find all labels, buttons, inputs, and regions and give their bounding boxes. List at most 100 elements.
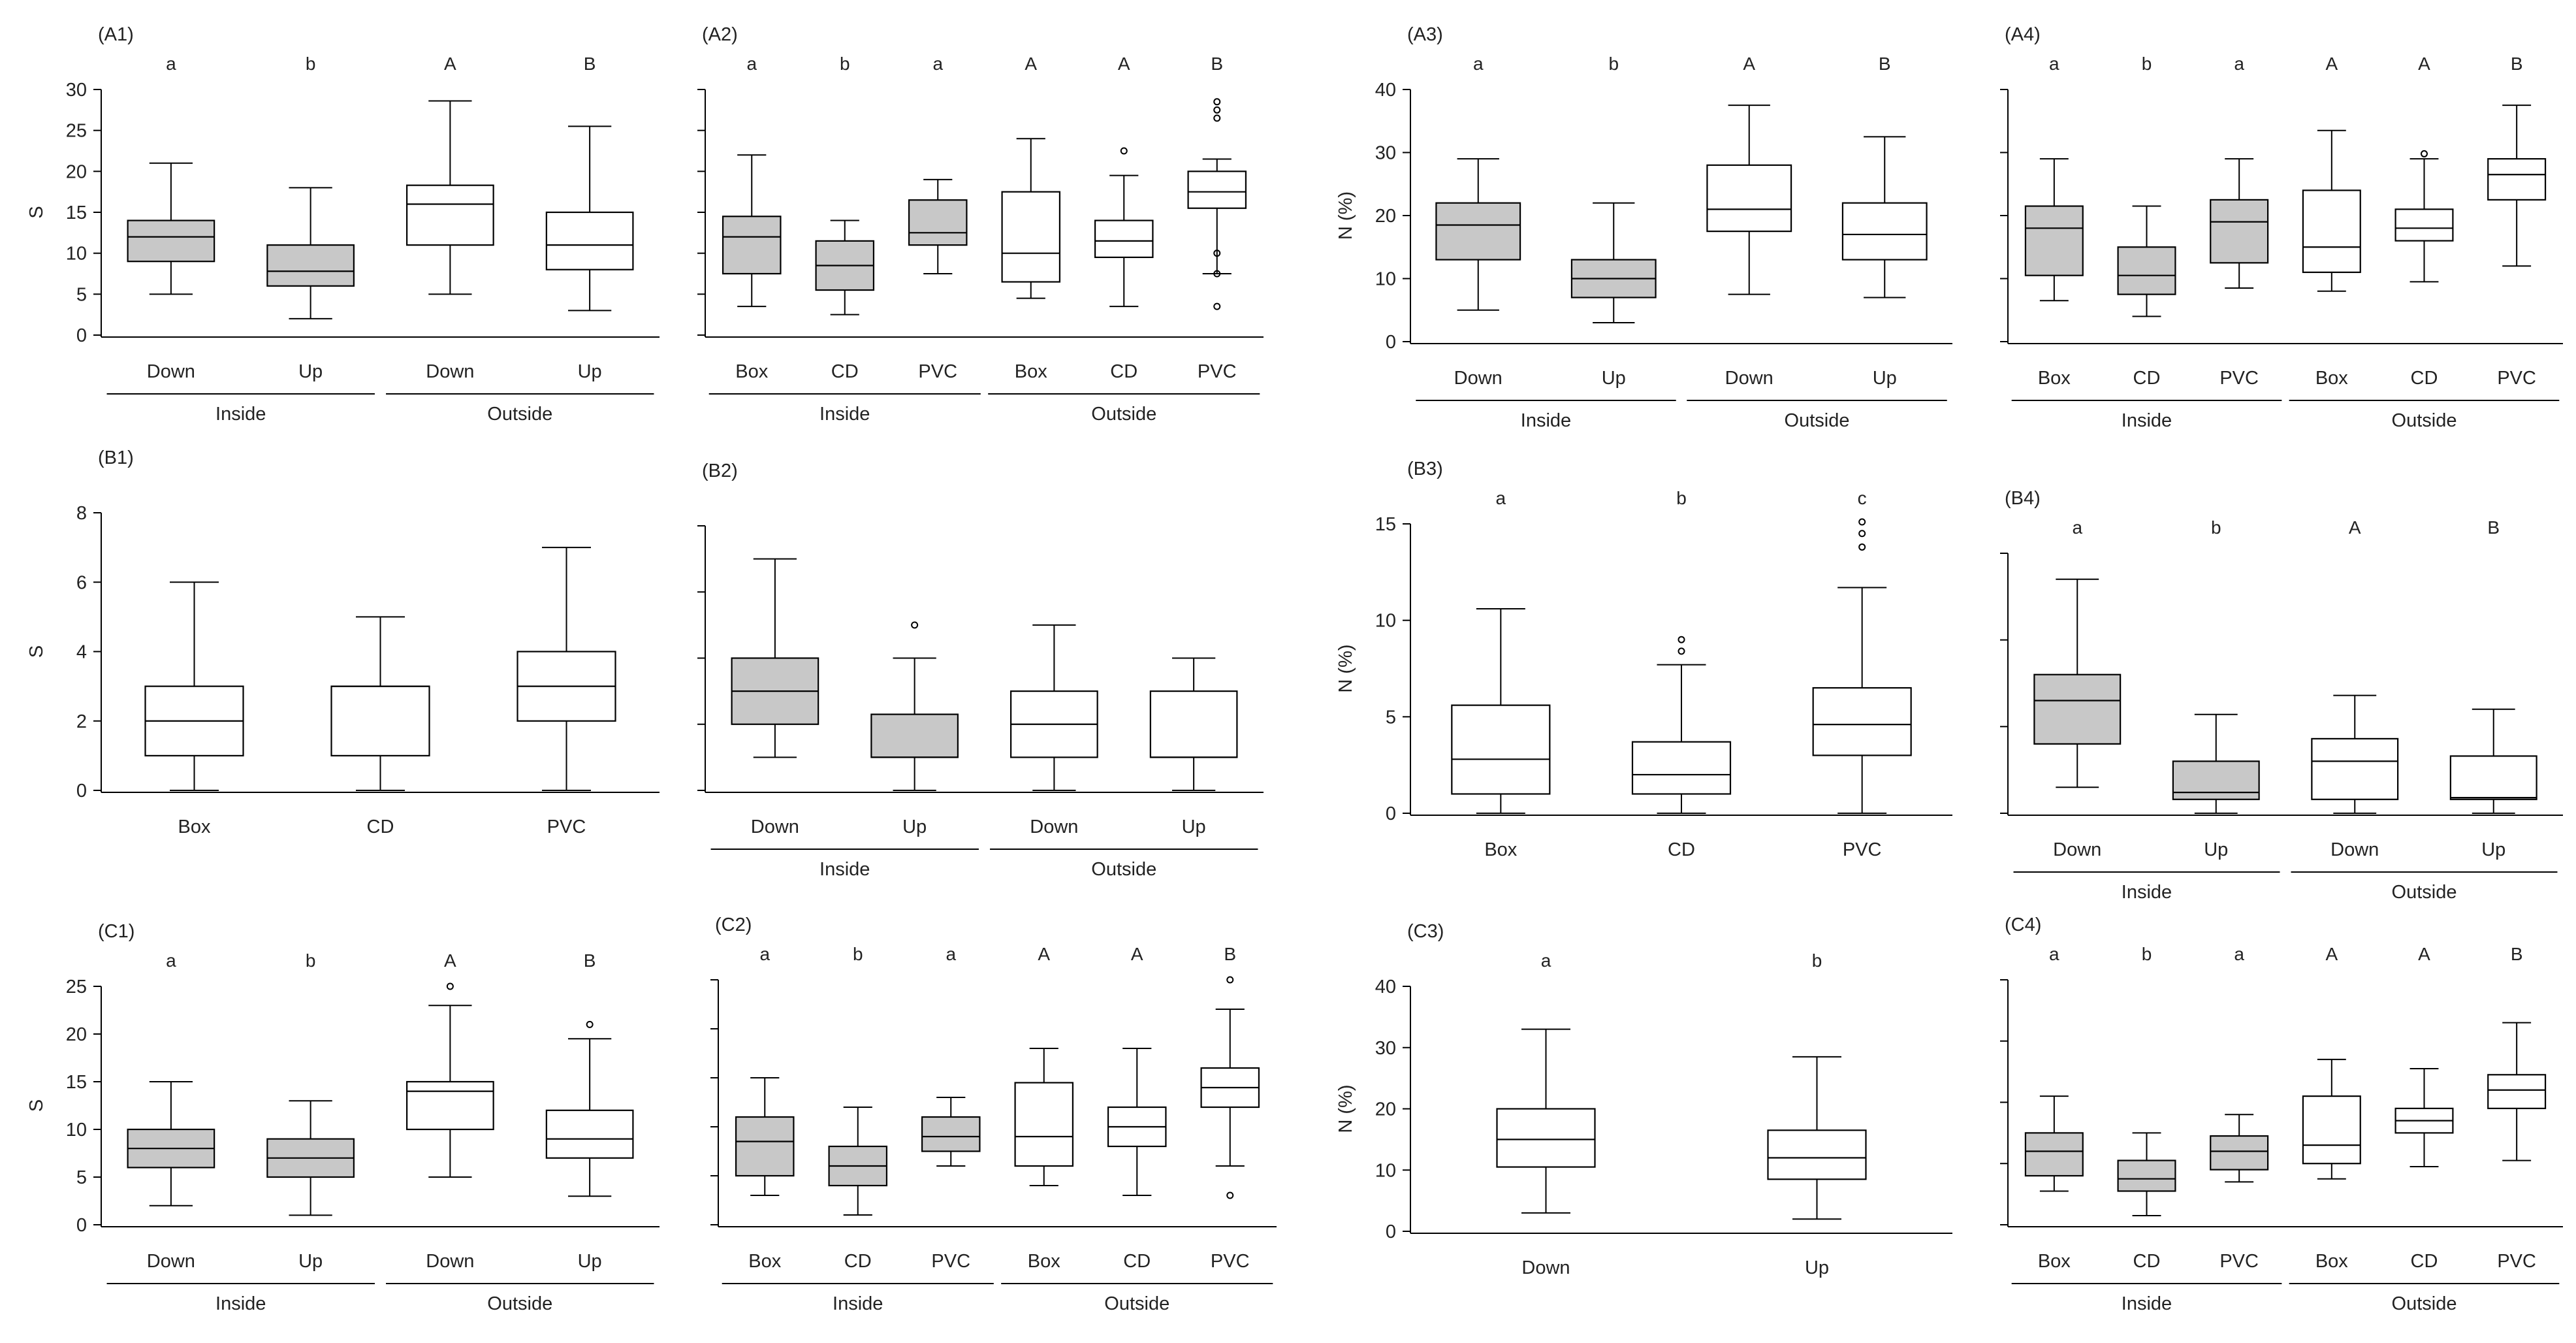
box-iqr (2172, 760, 2260, 800)
x-category-label: PVC (2219, 368, 2259, 389)
group-label: Inside (2122, 1293, 2172, 1314)
x-category-label: CD (367, 817, 394, 837)
box-1 (266, 1100, 355, 1216)
significance-letter: a (2049, 944, 2059, 964)
y-tick-label: 25 (66, 121, 87, 142)
significance-letter: B (584, 950, 596, 971)
box-iqr (2117, 1159, 2176, 1192)
box-0 (2024, 1095, 2084, 1192)
box-iqr (2302, 189, 2361, 273)
box-4 (2394, 150, 2454, 283)
group-label: Outside (487, 404, 552, 425)
x-category-label: PVC (931, 1251, 970, 1272)
box-iqr (2394, 208, 2454, 242)
y-tick-label: 20 (1375, 206, 1396, 227)
y-tick-label: 5 (1386, 707, 1396, 728)
panel-b3: (B3) 0 5 10 15 N (%) a Box b CD c PVC (1335, 459, 1952, 860)
significance-letter: A (1743, 54, 1755, 74)
significance-letter: A (2418, 54, 2430, 74)
box-4 (1107, 1048, 1167, 1196)
box-3 (2302, 129, 2361, 292)
y-tick-label: 0 (1386, 332, 1396, 353)
x-category-label: PVC (547, 817, 586, 837)
panel-label: (A1) (98, 24, 134, 45)
panel-a1: (A1) 0 5 10 15 20 25 30 Sa Down b Up A Down B Up Inside O… (26, 24, 660, 425)
panel-label: (B1) (98, 447, 134, 468)
box-5 (1187, 98, 1247, 310)
group-label: Outside (1104, 1293, 1169, 1314)
box-0 (2024, 158, 2084, 302)
y-tick-label: 0 (1386, 1222, 1396, 1242)
group-label: Outside (487, 1293, 552, 1314)
box-1 (2117, 205, 2176, 317)
panel-b4: (B4) a Down b Up A Down B Up Inside Outside (2000, 488, 2563, 903)
outlier-point (1858, 530, 1866, 538)
box-iqr (2210, 1135, 2269, 1171)
box-0 (1451, 607, 1551, 814)
significance-letter: a (746, 54, 757, 74)
x-category-label: CD (2411, 1251, 2438, 1272)
significance-letter: b (306, 54, 316, 74)
box-5 (2487, 105, 2547, 267)
y-tick-label: 30 (66, 80, 87, 101)
x-category-label: Up (298, 1251, 323, 1272)
x-category-label: Up (1182, 817, 1206, 837)
significance-letter: A (2325, 54, 2338, 74)
x-category-label: PVC (2219, 1251, 2259, 1272)
box-2 (517, 547, 616, 791)
panel-c1: (C1) 0 5 10 15 20 25 Sa Down b Up A Down B Up Inside Out… (26, 921, 660, 1314)
y-tick-label: 40 (1375, 80, 1396, 101)
box-3 (545, 1020, 634, 1197)
y-tick-label: 0 (1386, 803, 1396, 824)
x-category-label: Down (1030, 817, 1078, 837)
outlier-point (586, 1020, 594, 1028)
outlier-point (1226, 1191, 1234, 1199)
significance-letter: a (2234, 54, 2244, 74)
group-label: Inside (1521, 410, 1571, 431)
box-1 (1570, 202, 1657, 324)
outlier-point (1678, 636, 1685, 643)
y-tick-label: 10 (66, 1120, 87, 1141)
y-tick-label: 20 (66, 1024, 87, 1045)
box-3 (1014, 1048, 1074, 1186)
x-category-label: Box (748, 1251, 781, 1272)
x-category-label: PVC (2497, 368, 2536, 389)
y-tick-label: 40 (1375, 977, 1396, 997)
significance-letter: B (1211, 54, 1223, 74)
y-tick-label: 5 (76, 1167, 87, 1188)
y-axis-title: S (26, 645, 47, 658)
x-category-label: CD (2133, 368, 2161, 389)
box-2 (2311, 694, 2399, 814)
box-3 (1841, 136, 1928, 299)
significance-letter: b (2142, 54, 2152, 74)
group-label: Inside (819, 404, 870, 425)
box-0 (1496, 1028, 1596, 1214)
x-category-label: Box (2315, 368, 2348, 389)
y-tick-label: 15 (66, 202, 87, 223)
outlier-point (1226, 976, 1234, 984)
box-2 (908, 178, 968, 274)
significance-letter: A (1118, 54, 1130, 74)
x-category-label: PVC (1843, 839, 1882, 860)
y-tick-label: 10 (1375, 269, 1396, 290)
box-iqr (330, 685, 430, 756)
box-2 (1010, 624, 1098, 791)
x-category-label: Up (578, 1251, 602, 1272)
outlier-point (446, 982, 454, 990)
box-0 (1435, 158, 1521, 311)
significance-letter: A (444, 950, 456, 971)
box-3 (1149, 657, 1238, 791)
panel-label: (C1) (98, 921, 135, 942)
box-iqr (735, 1116, 795, 1177)
significance-letter: a (2072, 517, 2082, 538)
y-tick-label: 20 (1375, 1099, 1396, 1120)
x-category-label: Box (735, 361, 768, 382)
significance-letter: A (2325, 944, 2338, 964)
significance-letter: b (840, 54, 850, 74)
x-category-label: Box (178, 817, 211, 837)
x-category-label: CD (2133, 1251, 2161, 1272)
significance-letter: a (2234, 944, 2244, 964)
box-2 (1706, 105, 1792, 295)
significance-letter: A (2349, 517, 2361, 538)
